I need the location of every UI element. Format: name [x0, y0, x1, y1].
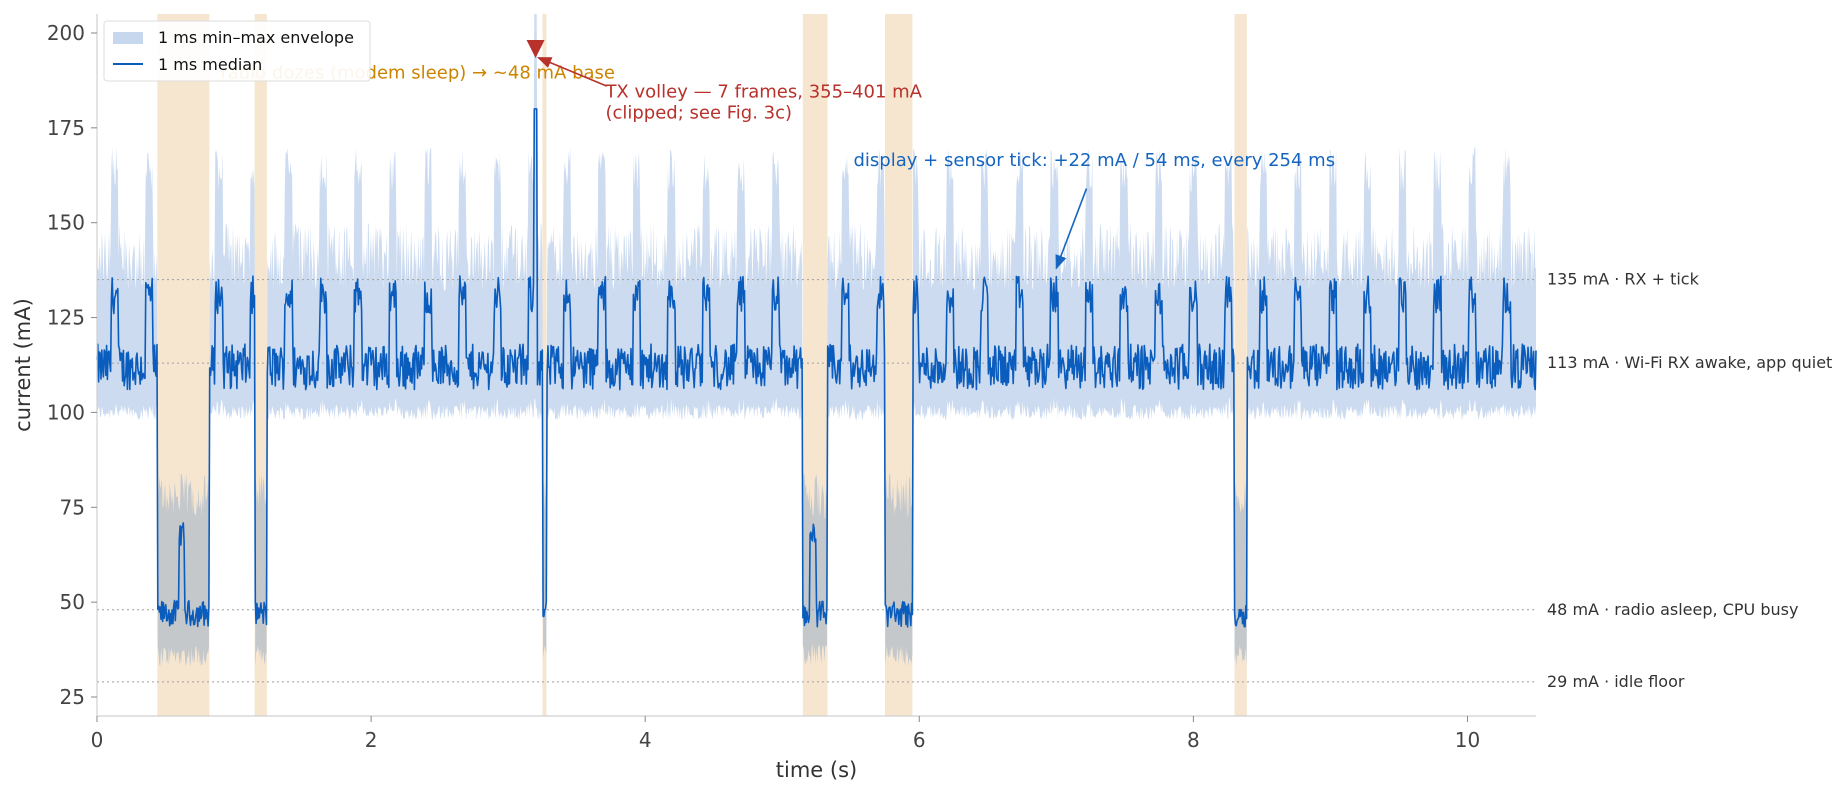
legend-label-median: 1 ms median [158, 55, 262, 74]
median-layer [96, 108, 1537, 628]
annotation-tx-line-0: TX volley — 7 frames, 355–401 mA [604, 81, 922, 102]
x-tick-label-5: 10 [1455, 728, 1480, 752]
x-tick-label-4: 8 [1187, 728, 1200, 752]
reference-label-1: 113 mA · Wi-Fi RX awake, app quiet [1547, 353, 1832, 372]
legend-label-envelope: 1 ms min–max envelope [158, 28, 354, 47]
legend: 1 ms min–max envelope 1 ms median [103, 20, 371, 82]
annotation-tick-arrow [1055, 188, 1088, 270]
doze-band-2 [542, 14, 547, 716]
reference-label-2: 48 mA · radio asleep, CPU busy [1547, 600, 1798, 619]
x-tick-label-3: 6 [913, 728, 926, 752]
reference-lines: 135 mA · RX + tick 113 mA · Wi-Fi RX awak… [97, 270, 1832, 691]
doze-envelope-3 [802, 473, 827, 667]
tx-marker [526, 39, 545, 58]
axes: 0 2 4 6 8 10 25 50 75 100 125 150 175 200 time (s) curr… [11, 14, 1536, 782]
y-tick-label-6: 175 [47, 116, 85, 140]
x-tick-label-1: 2 [365, 728, 378, 752]
x-tick-label-0: 0 [91, 728, 104, 752]
y-axis-title: current (mA) [11, 298, 35, 432]
annotation-tx-line-1: (clipped; see Fig. 3c) [605, 102, 792, 123]
y-tick-label-0: 25 [60, 685, 85, 709]
legend-swatch-envelope [113, 32, 143, 44]
annotation-tx-arrow [536, 56, 608, 87]
x-axis-title: time (s) [776, 758, 857, 782]
reference-label-3: 29 mA · idle floor [1547, 672, 1685, 691]
y-tick-label-5: 150 [47, 211, 85, 235]
y-tick-label-3: 100 [47, 400, 85, 424]
reference-label-0: 135 mA · RX + tick [1547, 270, 1700, 289]
y-tick-label-2: 75 [60, 495, 85, 519]
x-tick-label-2: 4 [639, 728, 652, 752]
annotation-tick-line-0: display + sensor tick: +22 mA / 54 ms, e… [854, 150, 1336, 171]
median-line [96, 108, 1537, 628]
y-tick-label-4: 125 [47, 306, 85, 330]
legend-box [103, 20, 371, 82]
annotations: radio dozes (modem sleep) → ~48 mA baseT… [220, 39, 1336, 270]
y-tick-label-1: 50 [60, 590, 85, 614]
y-tick-label-7: 200 [47, 21, 85, 45]
